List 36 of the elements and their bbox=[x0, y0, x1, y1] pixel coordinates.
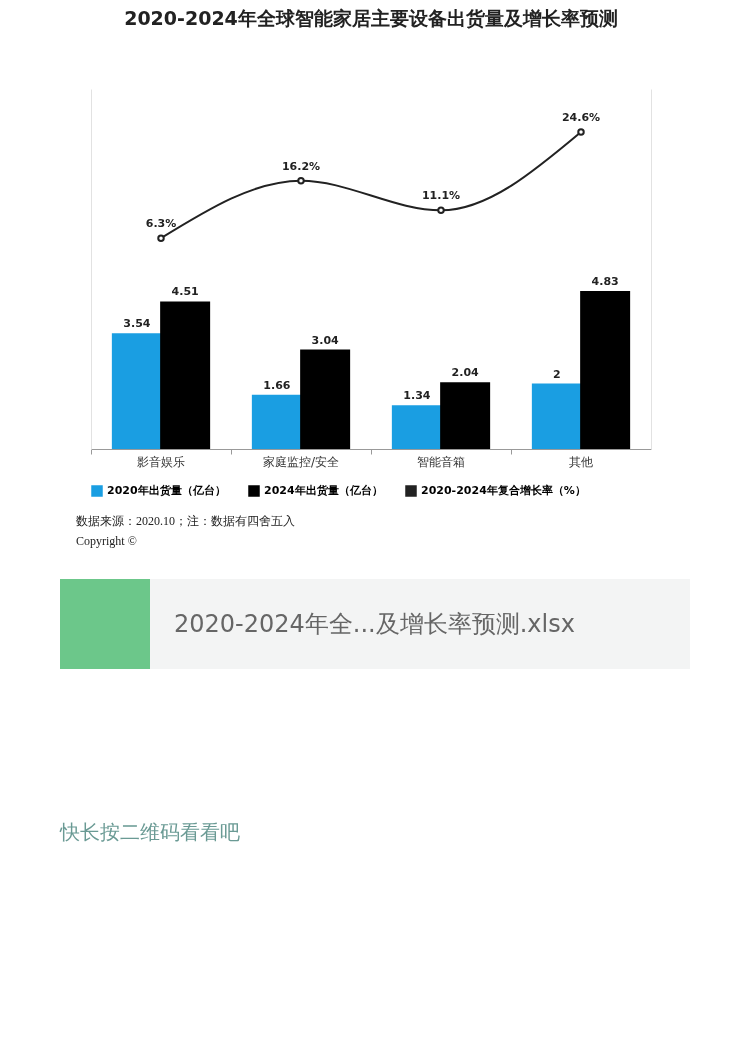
point bbox=[157, 234, 165, 242]
data-label: 3.54 bbox=[123, 317, 151, 331]
x-tick-label: 智能音箱 bbox=[417, 454, 465, 469]
data-label: 16.2% bbox=[281, 159, 321, 173]
chart-title: 2020-2024年全球智能家居主要设备出货量及增长率预测 bbox=[124, 7, 618, 29]
data-label: 1.34 bbox=[403, 389, 431, 403]
source-note: 数据来源：2020.10；注：数据有四舍五入 bbox=[76, 513, 296, 530]
bar bbox=[531, 383, 582, 449]
legend-label: 2024年出货量（亿台） bbox=[264, 484, 383, 497]
data-label: 4.83 bbox=[591, 274, 619, 288]
data-label: 3.04 bbox=[311, 333, 340, 347]
data-label: 4.51 bbox=[171, 285, 199, 299]
bar bbox=[580, 290, 631, 449]
text: Copyright © bbox=[76, 534, 138, 549]
bar bbox=[300, 349, 351, 449]
legend-label: 2020年出货量（亿台） bbox=[107, 484, 226, 497]
bar bbox=[440, 382, 491, 449]
bar bbox=[251, 394, 302, 449]
data-label: 2 bbox=[553, 367, 561, 381]
bar bbox=[391, 405, 442, 449]
data-label: 2.04 bbox=[451, 366, 480, 380]
data-label: 11.1% bbox=[421, 189, 461, 203]
point bbox=[297, 177, 305, 185]
data-label: 1.66 bbox=[263, 378, 291, 392]
text: 2020-2024年全...及增长率预测.xlsx bbox=[174, 609, 575, 640]
text: 快长按二维码看看吧 bbox=[60, 819, 241, 846]
data-label: 6.3% bbox=[145, 217, 177, 231]
x-tick-label: 其他 bbox=[569, 454, 593, 469]
data-label: 24.6% bbox=[561, 110, 601, 124]
legend-label: 2020-2024年复合增长率（%） bbox=[421, 484, 586, 497]
x-tick-label: 影音娱乐 bbox=[137, 454, 185, 469]
point bbox=[577, 128, 585, 136]
x-tick-label: 家庭监控/安全 bbox=[262, 454, 340, 469]
point bbox=[437, 206, 445, 215]
bar bbox=[160, 301, 211, 449]
bar bbox=[111, 333, 162, 449]
